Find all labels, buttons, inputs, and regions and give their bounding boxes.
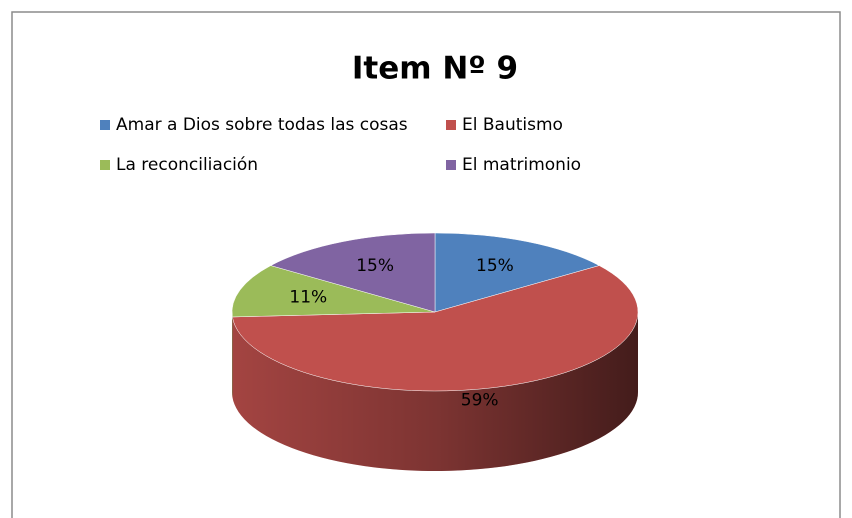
- slice-side-shade: [232, 312, 638, 471]
- chart-title: Item Nº 9: [352, 51, 518, 87]
- data-label: 59%: [461, 390, 499, 410]
- legend-label: La reconciliación: [116, 155, 258, 175]
- slice: [232, 265, 639, 392]
- legend-swatch: [100, 120, 110, 130]
- legend-swatch: [446, 160, 456, 170]
- slice: [270, 232, 436, 313]
- legend-label: Amar a Dios sobre todas las cosas: [116, 115, 408, 135]
- data-label: 11%: [289, 288, 327, 308]
- slice: [231, 265, 436, 318]
- legend-swatch: [446, 120, 456, 130]
- legend-label: El Bautismo: [462, 115, 563, 135]
- legend-label: El matrimonio: [462, 155, 581, 175]
- legend-swatch: [100, 160, 110, 170]
- data-label: 15%: [356, 256, 394, 276]
- slice: [434, 232, 600, 313]
- data-label: 15%: [476, 256, 514, 276]
